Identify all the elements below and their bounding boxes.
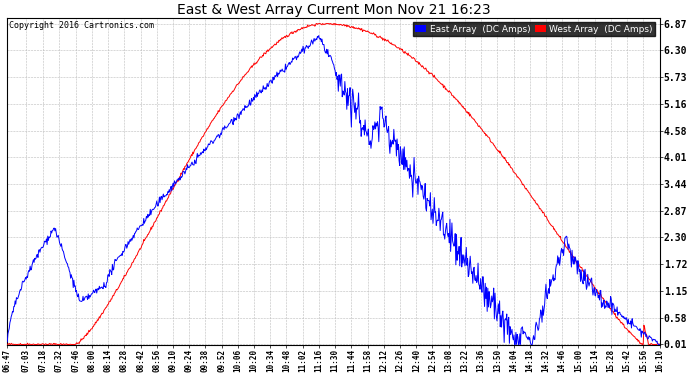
Title: East & West Array Current Mon Nov 21 16:23: East & West Array Current Mon Nov 21 16:… <box>177 3 490 17</box>
Text: Copyright 2016 Cartronics.com: Copyright 2016 Cartronics.com <box>8 21 154 30</box>
Legend: East Array  (DC Amps), West Array  (DC Amps): East Array (DC Amps), West Array (DC Amp… <box>413 22 655 36</box>
